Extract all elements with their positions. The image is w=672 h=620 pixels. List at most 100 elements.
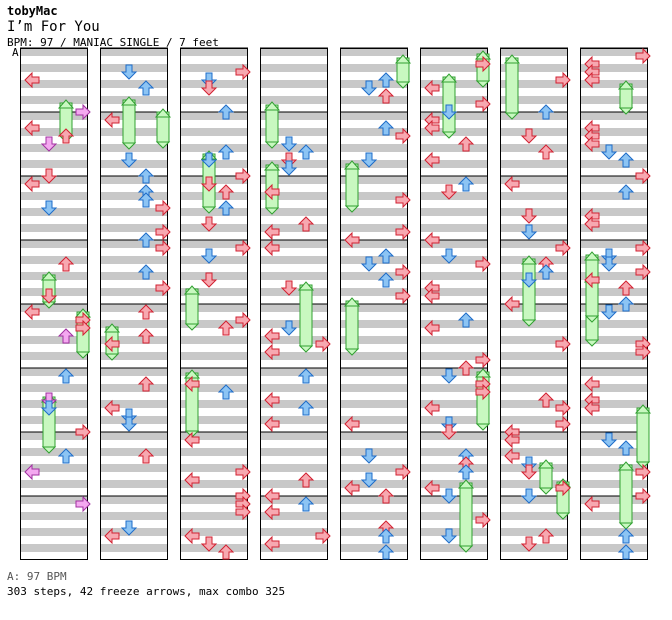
beat-stripe [180, 368, 248, 376]
right-arrow-icon [555, 479, 571, 497]
left-arrow-icon [424, 287, 440, 305]
down-arrow-icon [200, 176, 218, 192]
down-arrow-icon [440, 248, 458, 264]
left-arrow-icon [584, 271, 600, 289]
beat-stripe [180, 480, 248, 488]
down-arrow-icon [600, 144, 618, 160]
beat-stripe [100, 192, 168, 200]
beat-stripe [420, 208, 488, 216]
beat-stripe [20, 96, 88, 104]
freeze-arrow-body [505, 57, 519, 114]
left-arrow-icon [264, 183, 280, 201]
up-arrow-icon [457, 312, 475, 328]
down-arrow-icon [440, 368, 458, 384]
beat-stripe [20, 112, 88, 120]
beat-stripe [500, 432, 568, 440]
freeze-arrow-tail [41, 446, 57, 454]
up-arrow-icon [137, 168, 155, 184]
beat-stripe [100, 80, 168, 88]
beat-stripe [260, 144, 328, 152]
left-arrow-icon [264, 415, 280, 433]
beat-stripe [580, 352, 648, 360]
beat-stripe [180, 528, 248, 536]
right-arrow-icon [635, 487, 651, 505]
down-arrow-icon [40, 200, 58, 216]
beat-stripe [260, 224, 328, 232]
beat-stripe [20, 176, 88, 184]
down-arrow-icon [360, 448, 378, 464]
freeze-arrow-body [522, 258, 536, 321]
up-arrow-icon [537, 392, 555, 408]
beat-stripe [500, 336, 568, 344]
beat-stripe [340, 496, 408, 504]
chart-column-border [580, 48, 648, 560]
up-arrow-icon [137, 304, 155, 320]
beat-stripe [20, 128, 88, 136]
beat-stripe [260, 304, 328, 312]
freeze-arrow-tail [618, 107, 634, 115]
beat-stripe [260, 112, 328, 120]
beat-stripe [580, 304, 648, 312]
beat-stripe [20, 48, 88, 56]
right-arrow-icon [555, 335, 571, 353]
right-arrow-icon [395, 127, 411, 145]
down-arrow-icon [440, 104, 458, 120]
up-arrow-icon [537, 264, 555, 280]
beat-stripe [180, 336, 248, 344]
beat-stripe [420, 352, 488, 360]
beat-stripe [100, 320, 168, 328]
down-arrow-icon [280, 320, 298, 336]
up-arrow-icon [377, 544, 395, 560]
beat-stripe [260, 432, 328, 440]
beat-stripe [500, 512, 568, 520]
beat-stripe [500, 384, 568, 392]
up-arrow-icon [377, 488, 395, 504]
down-arrow-icon [520, 536, 538, 552]
beat-stripe [420, 272, 488, 280]
beat-stripe [100, 208, 168, 216]
freeze-arrow-tail [344, 205, 360, 213]
freeze-arrow-tail [201, 206, 217, 214]
beat-stripe [20, 240, 88, 248]
beat-stripe [260, 480, 328, 488]
left-arrow-icon [24, 175, 40, 193]
left-arrow-icon [424, 399, 440, 417]
freeze-arrow-tail [121, 142, 137, 150]
up-arrow-icon [137, 80, 155, 96]
beat-stripe [500, 416, 568, 424]
chart-column-border [20, 48, 88, 560]
freeze-arrow-tail [504, 112, 520, 120]
beat-stripe [260, 544, 328, 552]
up-arrow-icon [217, 144, 235, 160]
down-arrow-icon [600, 432, 618, 448]
beat-stripe [340, 208, 408, 216]
beat-stripe [420, 512, 488, 520]
freeze-arrow-tail [538, 487, 554, 495]
left-arrow-icon [104, 399, 120, 417]
freeze-arrow-body [122, 99, 136, 144]
up-arrow-icon [217, 544, 235, 560]
up-arrow-icon [217, 104, 235, 120]
freeze-arrow-tail [155, 141, 171, 149]
chart-info: BPM: 97 / MANIAC SINGLE / 7 feet [7, 36, 219, 49]
beat-stripe [580, 192, 648, 200]
down-arrow-icon [200, 216, 218, 232]
freeze-arrow-head [537, 459, 555, 469]
beat-stripe [340, 416, 408, 424]
freeze-arrow-tail [555, 512, 571, 520]
beat-stripe [580, 240, 648, 248]
up-arrow-icon [57, 368, 75, 384]
freeze-arrow-body [299, 284, 313, 347]
down-arrow-icon [360, 152, 378, 168]
up-arrow-icon [137, 448, 155, 464]
down-arrow-icon [120, 520, 138, 536]
beat-stripe [20, 320, 88, 328]
right-arrow-icon [235, 463, 251, 481]
up-arrow-icon [617, 152, 635, 168]
left-arrow-icon [184, 431, 200, 449]
down-arrow-icon [600, 304, 618, 320]
chart-column-border [340, 48, 408, 560]
beat-stripe [420, 400, 488, 408]
left-arrow-icon [184, 527, 200, 545]
freeze-arrow-head [617, 461, 635, 471]
